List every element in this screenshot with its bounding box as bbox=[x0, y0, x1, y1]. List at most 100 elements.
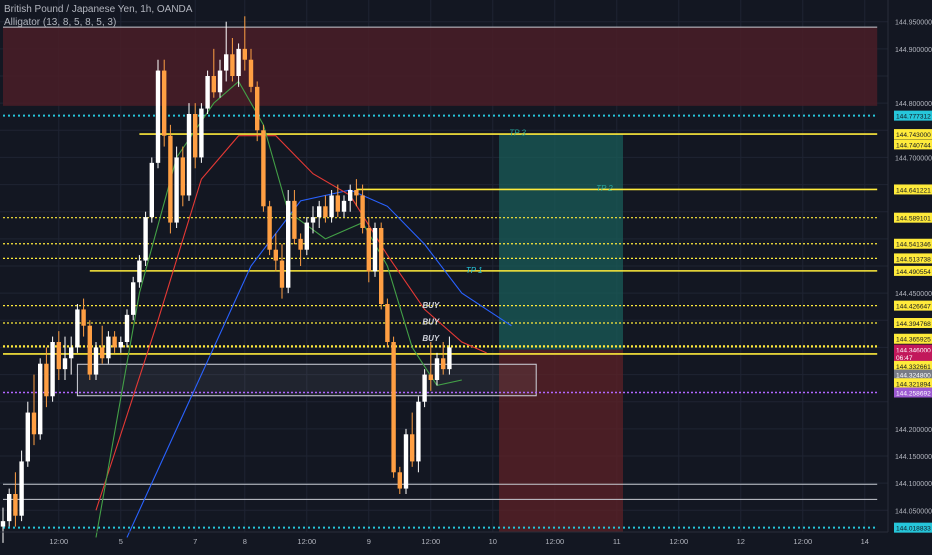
candle-body bbox=[199, 108, 204, 158]
candle-body bbox=[93, 347, 99, 375]
price-tag-label: 144.490554 bbox=[896, 269, 931, 276]
price-tag-label: 144.426647 bbox=[896, 304, 931, 311]
price-tag bbox=[894, 253, 932, 264]
candle-body bbox=[25, 412, 30, 462]
x-tick-label: 12:00 bbox=[669, 537, 688, 546]
supply-zone bbox=[3, 27, 878, 106]
price-tag bbox=[894, 352, 932, 363]
candle-body bbox=[434, 358, 440, 380]
candle-body bbox=[193, 114, 198, 158]
candle-body bbox=[162, 70, 167, 136]
price-tag bbox=[894, 110, 932, 121]
candle-body bbox=[348, 190, 353, 201]
price-tag-label: 144.394768 bbox=[896, 321, 931, 328]
candle-body bbox=[106, 336, 111, 359]
candle-body bbox=[118, 342, 123, 348]
y-tick-label: 144.900000 bbox=[895, 47, 932, 54]
x-tick-label: 12:00 bbox=[545, 537, 564, 546]
buy-label: BUY bbox=[422, 301, 440, 310]
candle-body bbox=[112, 336, 117, 348]
candle-body bbox=[255, 86, 260, 131]
candle-body bbox=[211, 76, 216, 93]
candle-body bbox=[0, 521, 6, 527]
candle-body bbox=[56, 342, 61, 370]
price-tag-label: 144.740744 bbox=[896, 142, 931, 149]
price-tag-label: 144.777312 bbox=[896, 114, 931, 121]
candle-body bbox=[323, 206, 328, 218]
y-tick-label: 144.800000 bbox=[895, 101, 932, 108]
price-tag-label: 144.513738 bbox=[896, 256, 931, 263]
x-tick-label: 12:00 bbox=[297, 537, 316, 546]
candle-body bbox=[137, 260, 142, 283]
price-tag bbox=[894, 139, 932, 150]
price-tag-label: 144.324800 bbox=[896, 373, 931, 380]
candle-body bbox=[385, 304, 390, 342]
candle-body bbox=[317, 206, 322, 218]
candle-body bbox=[224, 54, 229, 71]
price-tag-label: 144.346000 bbox=[896, 348, 931, 355]
candle-body bbox=[261, 130, 266, 207]
candle-body bbox=[292, 200, 297, 239]
candle-body bbox=[236, 48, 241, 76]
candle-body bbox=[354, 190, 359, 196]
price-tag bbox=[894, 265, 932, 276]
price-tag-label: 144.365925 bbox=[896, 337, 931, 344]
candle-body bbox=[248, 59, 254, 87]
candle-body bbox=[273, 249, 278, 261]
buy-label: BUY bbox=[422, 334, 440, 343]
price-tag bbox=[894, 318, 932, 328]
candle-body bbox=[69, 347, 74, 359]
y-tick-label: 144.700000 bbox=[895, 155, 932, 162]
price-tag-label: 144.321894 bbox=[896, 381, 931, 388]
chart-title: British Pound / Japanese Yen, 1h, OANDA bbox=[4, 4, 193, 15]
candle-body bbox=[372, 228, 378, 272]
candle-body bbox=[174, 157, 179, 223]
candle-body bbox=[149, 162, 154, 218]
price-tag bbox=[894, 344, 932, 355]
price-tag-label: 144.641221 bbox=[896, 187, 931, 194]
candle-body bbox=[298, 238, 303, 250]
price-tag bbox=[894, 522, 932, 533]
x-tick-label: 12 bbox=[737, 537, 745, 546]
candle-body bbox=[50, 342, 55, 397]
candle-body bbox=[38, 363, 43, 435]
price-tag bbox=[894, 184, 932, 195]
price-tag-label: 144.589101 bbox=[896, 216, 931, 223]
candle-body bbox=[403, 434, 409, 489]
y-tick-label: 144.450000 bbox=[895, 291, 932, 298]
y-tick-label: 144.100000 bbox=[895, 481, 932, 488]
candle-body bbox=[335, 195, 340, 212]
candle-body bbox=[279, 260, 285, 288]
candle-body bbox=[410, 434, 415, 462]
candle-body bbox=[44, 363, 49, 397]
take-profit-label: TP 3 bbox=[509, 129, 526, 138]
chart-legend: British Pound / Japanese Yen, 1h, OANDA … bbox=[4, 3, 192, 29]
price-tag bbox=[894, 387, 932, 398]
candle-body bbox=[391, 342, 396, 473]
price-tag-label: 06:47 bbox=[896, 355, 913, 362]
candle-body bbox=[131, 282, 136, 315]
x-tick-label: 11 bbox=[613, 537, 621, 546]
loss-zone bbox=[499, 349, 623, 532]
x-tick-label: 7 bbox=[193, 537, 197, 546]
price-tag bbox=[894, 300, 932, 311]
candle-body bbox=[366, 228, 371, 272]
candle-body bbox=[397, 472, 402, 489]
y-tick-label: 144.050000 bbox=[895, 508, 932, 515]
take-profit-label: TP 1 bbox=[466, 266, 483, 275]
candle-body bbox=[441, 358, 446, 370]
candle-body bbox=[143, 217, 148, 261]
alligator-jaw-line bbox=[126, 189, 512, 538]
candle-body bbox=[62, 358, 68, 370]
candle-body bbox=[304, 222, 309, 250]
price-tag bbox=[894, 378, 932, 389]
price-tag-label: 144.258692 bbox=[896, 390, 931, 397]
candle-body bbox=[168, 135, 173, 223]
x-tick-label: 12:00 bbox=[793, 537, 812, 546]
candle-body bbox=[310, 217, 316, 223]
candle-body bbox=[205, 76, 210, 109]
candle-body bbox=[75, 309, 80, 348]
price-tag-label: 144.018833 bbox=[896, 526, 931, 533]
